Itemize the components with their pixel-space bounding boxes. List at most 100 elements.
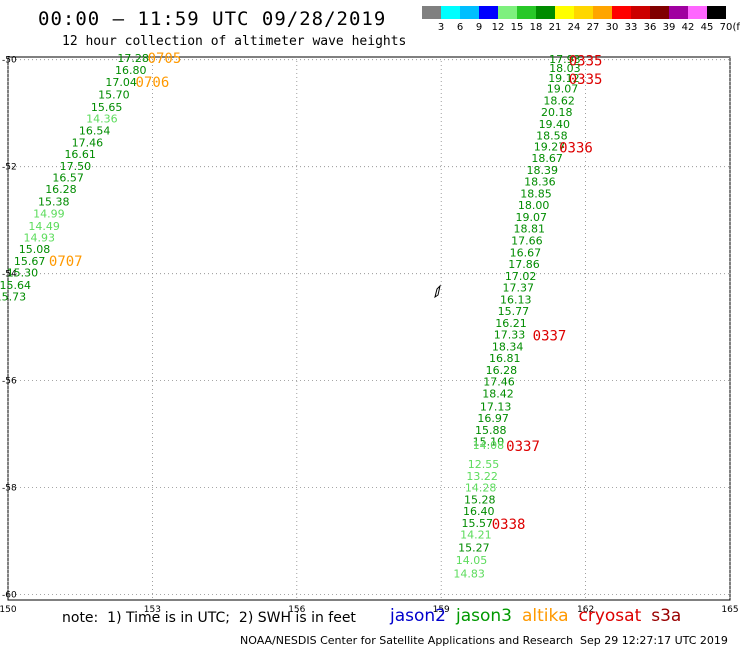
scale-label-30: 30 [605,22,619,33]
legend-item-jason3: jason3 [456,606,512,626]
y-tick-label: -50 [2,56,17,66]
s3a-swh-value: 16.67 [510,246,542,259]
y-tick-label: -56 [2,377,17,387]
altika-swh-value: 14.93 [24,231,56,244]
altika-swh-value: 16.57 [52,171,84,184]
s3a-swh-value: 17.86 [508,258,540,271]
altika-swh-value: 15.08 [19,243,51,256]
scale-swatch-9 [460,6,479,19]
s3a-swh-value: 17.66 [511,234,543,247]
s3a-swh-value: 14.83 [453,567,485,580]
s3a-swh-value: 20.18 [541,106,573,119]
pass-time-label: 0337 [506,439,540,455]
scale-unit: (ft) [732,22,740,33]
legend-item-altika: altika [522,606,569,626]
x-tick-label: 165 [721,605,738,615]
scale-swatch-18 [517,6,536,19]
scale-label-45: 45 [700,22,714,33]
x-tick-label: 159 [433,605,450,615]
s3a-swh-value: 15.10 [473,436,505,449]
scale-label-6: 6 [456,22,464,33]
scale-label-12: 12 [491,22,505,33]
scale-swatch-30 [593,6,612,19]
scale-swatch-42 [669,6,688,19]
x-tick-label: 153 [144,605,161,615]
altika-swh-value: 17.28 [117,52,149,65]
scale-swatch-27 [574,6,593,19]
altika-swh-value: 15.67 [14,255,46,268]
altika-swh-value: 16.54 [79,124,111,137]
s3a-swh-value: 17.46 [483,376,515,389]
pass-time-label: 0337 [533,329,567,345]
altika-swh-value: 15.73 [0,291,26,304]
legend-item-cryosat: cryosat [578,606,642,626]
altika-swh-value: 15.38 [38,195,70,208]
s3a-swh-value: 18.34 [492,340,524,353]
s3a-swh-value: 18.81 [514,223,546,236]
scale-swatch-70 [707,6,726,19]
pass-time-label: 0335 [569,54,603,70]
s3a-swh-value: 17.93 [549,53,581,66]
scale-label-36: 36 [643,22,657,33]
s3a-swh-value: 15.77 [498,305,530,318]
s3a-swh-value: 19.12 [548,72,580,85]
scale-label-9: 9 [475,22,483,33]
s3a-swh-value: 16.21 [495,317,527,330]
altika-swh-value: 17.46 [72,137,104,150]
pass-time-label: 0705 [148,51,182,67]
pass-time-label: 0336 [559,140,593,156]
s3a-swh-value: 18.85 [520,187,552,200]
altika-swh-value: 17.04 [105,76,137,89]
x-tick-label: 156 [288,605,305,615]
s3a-swh-value: 16.13 [500,293,532,306]
altika-swh-value: 15.64 [0,279,31,292]
s3a-swh-value: 19.40 [539,118,571,131]
scale-label-27: 27 [586,22,600,33]
scale-label-42: 42 [681,22,695,33]
s3a-swh-value: 15.27 [458,542,490,555]
s3a-swh-value: 17.13 [480,400,512,413]
y-tick-label: -60 [2,591,17,601]
s3a-swh-value: 17.37 [502,282,534,295]
altika-swh-value: 14.49 [28,220,60,233]
scale-label-15: 15 [510,22,524,33]
scale-label-39: 39 [662,22,676,33]
x-tick-label: 162 [577,605,594,615]
s3a-swh-value: 19.27 [534,140,566,153]
legend-item-s3a: s3a [651,606,682,626]
s3a-swh-value: 14.21 [460,529,492,542]
s3a-swh-value: 18.36 [524,176,556,189]
scale-label-24: 24 [567,22,581,33]
s3a-swh-value: 13.22 [466,470,498,483]
scale-label-33: 33 [624,22,638,33]
s3a-swh-value: 18.39 [527,164,559,177]
scale-label-3: 3 [437,22,445,33]
scale-swatch-24 [555,6,574,19]
legend-item-jason2: jason2 [390,606,446,626]
s3a-swh-value: 19.07 [547,83,579,96]
s3a-swh-value: 15.88 [475,424,507,437]
y-tick-label: -58 [2,484,17,494]
scale-swatch-6 [441,6,460,19]
s3a-swh-value: 16.97 [477,412,509,425]
pass-time-label: 0335 [569,72,603,88]
s3a-swh-value: 17.33 [494,329,526,342]
scale-label-70: 70 [719,22,733,33]
s3a-swh-value: 17.02 [505,270,537,283]
altika-swh-value: 17.50 [60,160,92,173]
s3a-swh-value: 18.42 [482,387,514,400]
s3a-swh-value: 12.55 [468,458,500,471]
s3a-swh-value: 15.28 [464,493,496,506]
pass-time-label: 0706 [136,75,170,91]
pass-time-label: 0707 [49,254,83,270]
scale-swatch-21 [536,6,555,19]
s3a-swh-value: 16.81 [489,352,521,365]
scale-swatch-3 [422,6,441,19]
altika-swh-value: 14.99 [33,208,65,221]
altika-swh-value: 16.28 [45,183,77,196]
altika-swh-value: 16.80 [115,64,147,77]
scale-swatch-39 [650,6,669,19]
satellite-legend: jason2 jason3 altika cryosat s3a [390,606,691,626]
s3a-swh-value: 18.03 [549,62,581,75]
